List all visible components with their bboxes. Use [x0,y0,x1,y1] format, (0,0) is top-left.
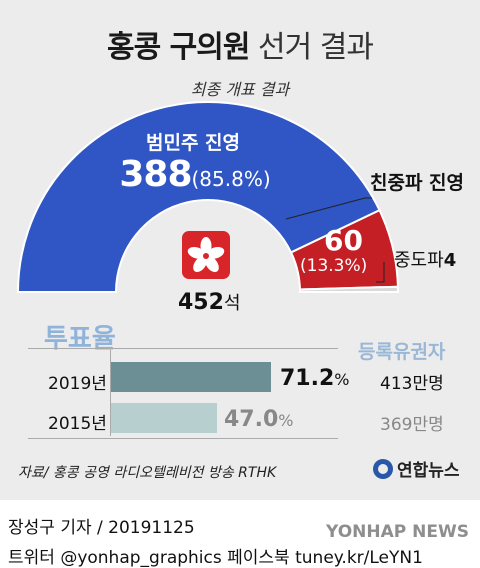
turnout-heading: 투표율 [44,324,116,354]
pro-beijing-pct: (13.3%) [300,256,368,276]
page-title: 홍콩 구의원 선거 결과 [107,30,374,65]
byline: 장성구 기자 / 20191125 [8,518,195,538]
turnout-year-2015: 2015년 [48,414,107,434]
turnout-axis-line [110,350,111,436]
pro-beijing-label: 친중파 진영 [370,172,465,194]
pro-democracy-pct: (85.8%) [191,167,271,191]
pro-beijing-value: 60 [324,224,363,257]
yonhap-logo-icon [373,458,393,479]
turnout-bar-2019 [111,362,271,392]
source-note: 자료/ 홍콩 공영 라디오텔레비전 방송 RTHK [18,465,277,481]
chart-subtitle: 최종 개표 결과 [190,80,290,99]
pro-democracy-value-group: 388(85.8%) [100,154,290,195]
pro-democracy-label: 범민주 진영 [145,132,240,154]
watermark: YONHAP NEWS [326,522,469,542]
total-seats: 452석 [178,289,241,315]
pro-beijing-leader-line [285,197,366,220]
yonhap-logo-text: 연합뉴스 [397,461,460,481]
centrist-value: 4 [443,250,457,271]
turnout-year-2019: 2019년 [48,374,107,394]
total-seats-unit: 석 [223,293,241,314]
turnout-top-rule [28,348,338,349]
hong-kong-flag-icon [182,231,230,279]
centrist-label: 중도파 [394,250,444,271]
turnout-bar-2015 [111,403,217,433]
total-seats-value: 452 [178,290,224,315]
registered-voters-2019: 413만명 [380,374,444,394]
turnout-bottom-rule [28,438,338,439]
slice-centrist [298,285,400,293]
semicircle-seat-chart [16,101,400,293]
pro-democracy-value: 388 [119,154,192,195]
centrist-leader-line [376,262,385,283]
yonhap-logo: 연합뉴스 [372,456,460,481]
registered-voters-2015: 369만명 [380,415,444,435]
slice-pro-democracy [16,101,381,293]
social-links: 트위터 @yonhap_graphics 페이스북 tuney.kr/LeYN1 [8,548,423,568]
centrist-label-group: 중도파4 [394,246,456,272]
turnout-value-2019: 71.2% [280,366,350,391]
registered-voters-heading: 등록유권자 [358,341,446,363]
turnout-value-2015: 47.0% [224,407,294,432]
